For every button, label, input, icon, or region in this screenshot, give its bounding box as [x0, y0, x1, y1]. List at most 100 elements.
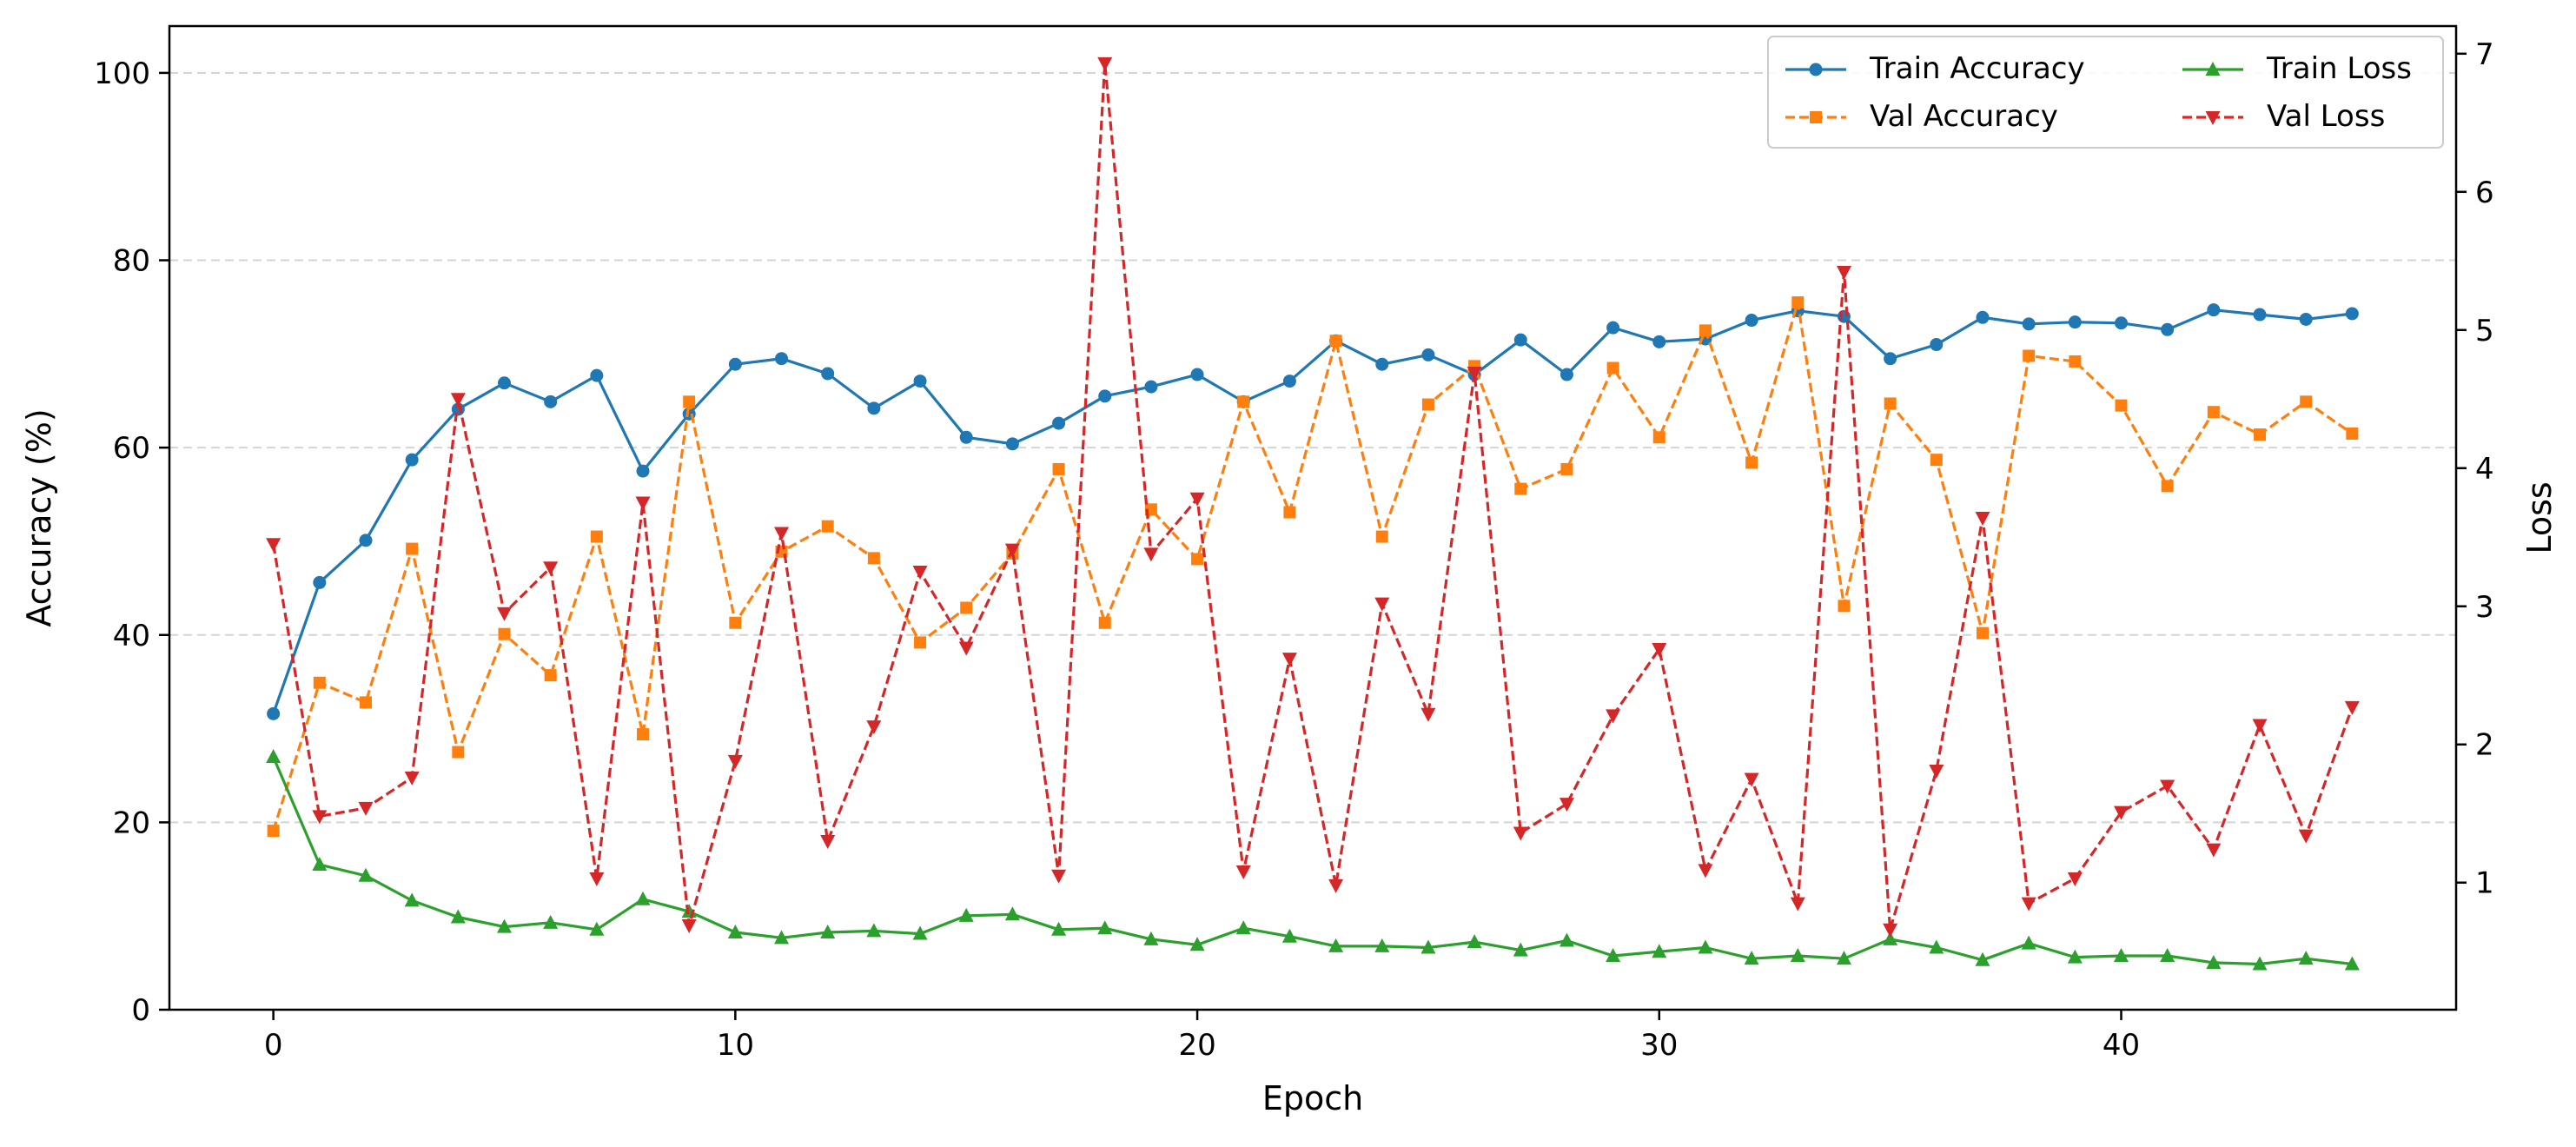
data-point-train-loss [2344, 956, 2360, 971]
data-point-val-loss [358, 801, 374, 816]
y-left-tick-label: 80 [113, 244, 150, 279]
y-right-tick-label: 3 [2475, 590, 2494, 625]
legend-swatch-val-accuracy [1785, 111, 1846, 123]
y-left-tick-label: 20 [113, 806, 150, 840]
data-point-train-loss [1004, 906, 1020, 921]
data-point-val-loss [1235, 865, 1251, 880]
data-point-train-loss [1975, 951, 1990, 966]
data-point-val-loss [1004, 543, 1020, 558]
data-point-train-loss [912, 925, 928, 940]
data-point-train-loss [774, 930, 790, 945]
data-point-val-loss [912, 566, 928, 580]
data-point-train-accuracy [1976, 310, 1990, 324]
y-right-tick-label: 2 [2475, 728, 2494, 763]
data-point-val-loss [635, 496, 651, 511]
data-point-train-loss [1467, 934, 1482, 949]
data-point-val-accuracy [1098, 616, 1111, 629]
y-axis-left-label: Accuracy (%) [20, 408, 58, 627]
data-point-train-accuracy [313, 575, 327, 589]
series-train-accuracy [267, 303, 2359, 720]
data-point-train-loss [2252, 956, 2268, 971]
data-point-val-loss [496, 607, 512, 621]
x-tick-label: 40 [2103, 1028, 2140, 1063]
data-point-val-accuracy [960, 601, 973, 614]
data-point-val-accuracy [1514, 482, 1527, 495]
data-point-val-loss [1143, 547, 1159, 562]
data-point-val-accuracy [2069, 355, 2082, 368]
data-point-val-accuracy [359, 696, 372, 709]
data-point-val-accuracy [452, 746, 465, 759]
data-point-train-loss [1328, 938, 1344, 952]
data-point-val-loss [1883, 923, 1898, 938]
data-point-train-loss [2114, 947, 2129, 962]
data-point-val-loss [1374, 597, 1390, 612]
data-point-val-accuracy [1791, 296, 1805, 309]
data-point-val-loss [2344, 700, 2360, 715]
data-point-train-loss [1235, 920, 1251, 935]
data-point-val-accuracy [590, 530, 603, 543]
data-point-val-loss [681, 919, 697, 934]
data-point-val-accuracy [1606, 361, 1619, 375]
data-point-train-accuracy [867, 401, 881, 415]
data-point-train-accuracy [2161, 322, 2175, 336]
y-right-tick-label: 1 [2475, 866, 2494, 901]
data-point-val-accuracy [1329, 335, 1342, 348]
data-point-val-loss [404, 771, 420, 786]
data-point-train-accuracy [1375, 357, 1389, 371]
data-point-val-accuracy [1052, 462, 1065, 475]
data-point-train-loss [358, 867, 374, 882]
data-point-train-accuracy [1282, 375, 1296, 388]
data-point-val-accuracy [867, 552, 880, 565]
data-point-train-accuracy [1745, 314, 1758, 328]
legend-label-train-loss: Train Loss [2266, 51, 2412, 86]
data-point-train-accuracy [2299, 312, 2313, 326]
plot-frame [168, 24, 2458, 1011]
data-point-val-loss [1513, 826, 1528, 841]
data-point-val-accuracy [1421, 398, 1434, 411]
data-point-train-loss [2206, 954, 2222, 969]
data-point-train-accuracy [1190, 368, 1204, 381]
data-point-val-loss [727, 754, 743, 769]
data-point-val-accuracy [683, 395, 696, 408]
data-point-train-loss [1051, 921, 1067, 936]
data-point-train-accuracy [1421, 348, 1435, 361]
data-point-train-accuracy [497, 376, 511, 390]
data-point-train-accuracy [636, 464, 650, 478]
data-point-train-loss [2160, 947, 2175, 962]
data-point-val-accuracy [637, 728, 650, 741]
data-point-val-accuracy [1652, 431, 1665, 444]
legend-marker [2205, 62, 2221, 76]
data-point-val-accuracy [1375, 530, 1388, 543]
data-point-train-loss [820, 924, 836, 938]
data-point-val-loss [1420, 707, 1436, 722]
gridlines [169, 71, 2456, 1011]
data-point-train-accuracy [1606, 321, 1620, 335]
data-point-val-loss [2114, 806, 2129, 820]
legend-box [1767, 36, 2444, 149]
y-left-tick-label: 100 [94, 56, 150, 91]
data-point-train-loss [958, 907, 974, 922]
data-point-train-loss [543, 914, 559, 929]
data-point-train-loss [589, 921, 605, 936]
data-point-val-loss [1790, 897, 1805, 912]
data-point-val-accuracy [2115, 399, 2128, 412]
data-point-val-loss [1097, 56, 1113, 71]
series-line-val-loss [272, 62, 2354, 932]
data-point-train-accuracy [1560, 368, 1573, 381]
data-point-val-accuracy [498, 627, 511, 640]
data-point-val-loss [1559, 798, 1574, 812]
data-point-train-accuracy [1098, 389, 1112, 403]
data-point-val-loss [820, 835, 836, 850]
data-point-train-loss [1883, 931, 1898, 945]
data-point-train-loss [2067, 949, 2083, 964]
data-point-val-loss [589, 872, 605, 886]
data-point-train-loss [2298, 951, 2314, 965]
data-point-train-accuracy [1005, 437, 1019, 451]
data-point-val-accuracy [1283, 506, 1296, 519]
data-point-train-accuracy [1930, 338, 1944, 352]
series-line-val-accuracy [272, 301, 2354, 832]
data-point-train-accuracy [821, 367, 835, 381]
y-right-tick-label: 5 [2475, 314, 2494, 348]
data-point-train-loss [1097, 920, 1113, 935]
